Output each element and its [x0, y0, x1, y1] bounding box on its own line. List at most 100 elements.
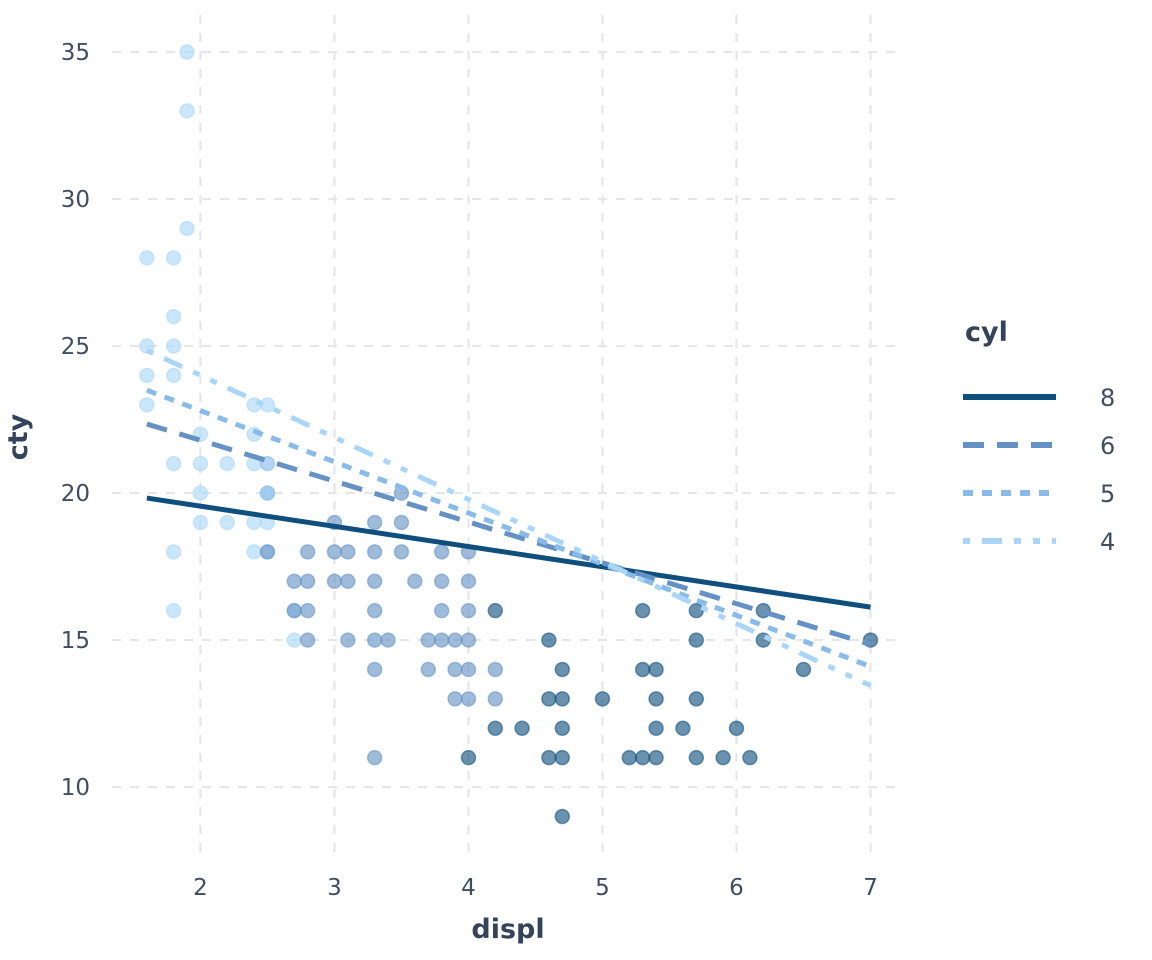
data-point-cyl8: [715, 749, 731, 766]
data-point-cyl4: [179, 220, 195, 237]
data-point-cyl8: [621, 749, 638, 766]
data-point-cyl8: [728, 720, 745, 737]
data-point-cyl6: [420, 661, 437, 678]
data-point-cyl4: [165, 308, 182, 325]
data-point-cyl8: [795, 661, 812, 678]
data-point-cyl8: [541, 632, 557, 648]
data-point-cyl6: [326, 544, 343, 560]
data-point-cyl4: [192, 514, 209, 531]
legend: cyl 8 6 5 4: [963, 317, 1115, 556]
data-point-cyl6: [447, 691, 463, 707]
data-point-cyl8: [648, 749, 664, 766]
x-tick-label: 4: [461, 875, 476, 901]
data-point-cyl6: [460, 573, 477, 590]
data-point-cyl4: [219, 514, 236, 531]
data-point-cyl6: [447, 661, 463, 678]
data-point-cyl6: [393, 544, 410, 560]
data-point-cyl6: [433, 544, 450, 560]
data-point-cyl6: [340, 632, 356, 648]
data-point-cyl6: [420, 632, 437, 648]
data-point-cyl4: [219, 455, 236, 472]
data-point-cyl6: [460, 632, 477, 648]
data-point-cyl6: [487, 691, 504, 707]
data-point-cyl6: [299, 573, 316, 590]
data-point-cyl6: [299, 632, 316, 648]
x-tick-label: 2: [193, 875, 208, 901]
x-tick-label: 6: [729, 875, 744, 901]
data-point-cyl6: [447, 632, 463, 648]
data-point-cyl6: [366, 749, 383, 766]
data-point-cyl8: [634, 602, 651, 619]
data-point-cyl4: [286, 632, 303, 648]
data-point-cyl6: [460, 691, 477, 707]
trend-line-cyl5: [145, 387, 872, 669]
data-point-cyl8: [460, 749, 477, 766]
data-point-cyl8: [675, 720, 691, 737]
data-points: [139, 44, 879, 825]
data-point-cyl8: [487, 720, 504, 737]
data-point-cyl8: [648, 661, 664, 678]
y-tick-label: 10: [61, 775, 90, 801]
data-point-cyl8: [554, 661, 571, 678]
data-point-cyl6: [433, 573, 450, 590]
data-point-cyl4: [165, 367, 182, 384]
legend-label-cyl5: 5: [1100, 480, 1115, 508]
data-point-cyl6: [380, 632, 396, 648]
y-tick-label: 25: [61, 334, 90, 360]
axis-tick-labels: 2 3 4 5 6 7 10 15 20 25 30 35: [61, 40, 878, 901]
data-point-cyl6: [433, 632, 450, 648]
data-point-cyl4: [165, 455, 182, 472]
data-point-cyl8: [554, 720, 571, 737]
data-point-cyl8: [487, 602, 504, 619]
x-tick-label: 7: [863, 875, 878, 901]
data-point-cyl8: [688, 632, 705, 648]
data-point-cyl6: [366, 661, 383, 678]
legend-title: cyl: [965, 317, 1008, 348]
data-point-cyl6: [259, 544, 276, 560]
data-point-cyl8: [554, 808, 571, 825]
legend-label-cyl6: 6: [1100, 432, 1115, 460]
data-point-cyl4: [165, 602, 182, 619]
data-point-cyl6: [340, 544, 356, 560]
data-point-cyl6: [487, 661, 504, 678]
data-point-cyl4: [192, 485, 209, 501]
data-point-cyl4: [165, 544, 182, 560]
data-point-cyl6: [326, 573, 343, 590]
data-point-cyl8: [634, 749, 651, 766]
data-point-cyl6: [407, 573, 423, 590]
trend-line-cyl6: [146, 421, 872, 647]
data-point-cyl6: [433, 602, 450, 619]
data-point-cyl6: [366, 573, 383, 590]
data-point-cyl8: [688, 602, 705, 619]
data-point-cyl6: [366, 632, 383, 648]
data-point-cyl4: [192, 455, 209, 472]
data-point-cyl6: [460, 602, 477, 619]
data-point-cyl8: [594, 691, 611, 707]
gridlines: [112, 15, 900, 855]
x-tick-label: 5: [595, 875, 610, 901]
data-point-cyl6: [299, 544, 316, 560]
data-point-cyl8: [688, 749, 705, 766]
data-point-cyl6: [366, 514, 383, 531]
data-point-cyl4: [165, 250, 182, 266]
data-point-cyl4: [179, 44, 195, 60]
data-point-cyl6: [286, 573, 303, 590]
y-axis-title: cty: [3, 413, 34, 460]
data-point-cyl6: [460, 661, 477, 678]
data-point-cyl6: [299, 602, 316, 619]
data-point-cyl6: [286, 602, 303, 619]
data-point-cyl4: [139, 250, 155, 266]
data-point-cyl4: [139, 367, 155, 384]
data-point-cyl4: [139, 397, 155, 413]
data-point-cyl8: [554, 749, 571, 766]
data-point-cyl4: [246, 544, 262, 560]
trend-line-cyl8: [146, 495, 871, 610]
data-point-cyl6: [340, 573, 356, 590]
data-point-cyl8: [688, 691, 705, 707]
legend-entries: 8 6 5 4: [963, 384, 1115, 556]
trend-lines: [145, 348, 872, 688]
y-tick-label: 35: [61, 40, 90, 66]
legend-label-cyl8: 8: [1100, 384, 1115, 412]
